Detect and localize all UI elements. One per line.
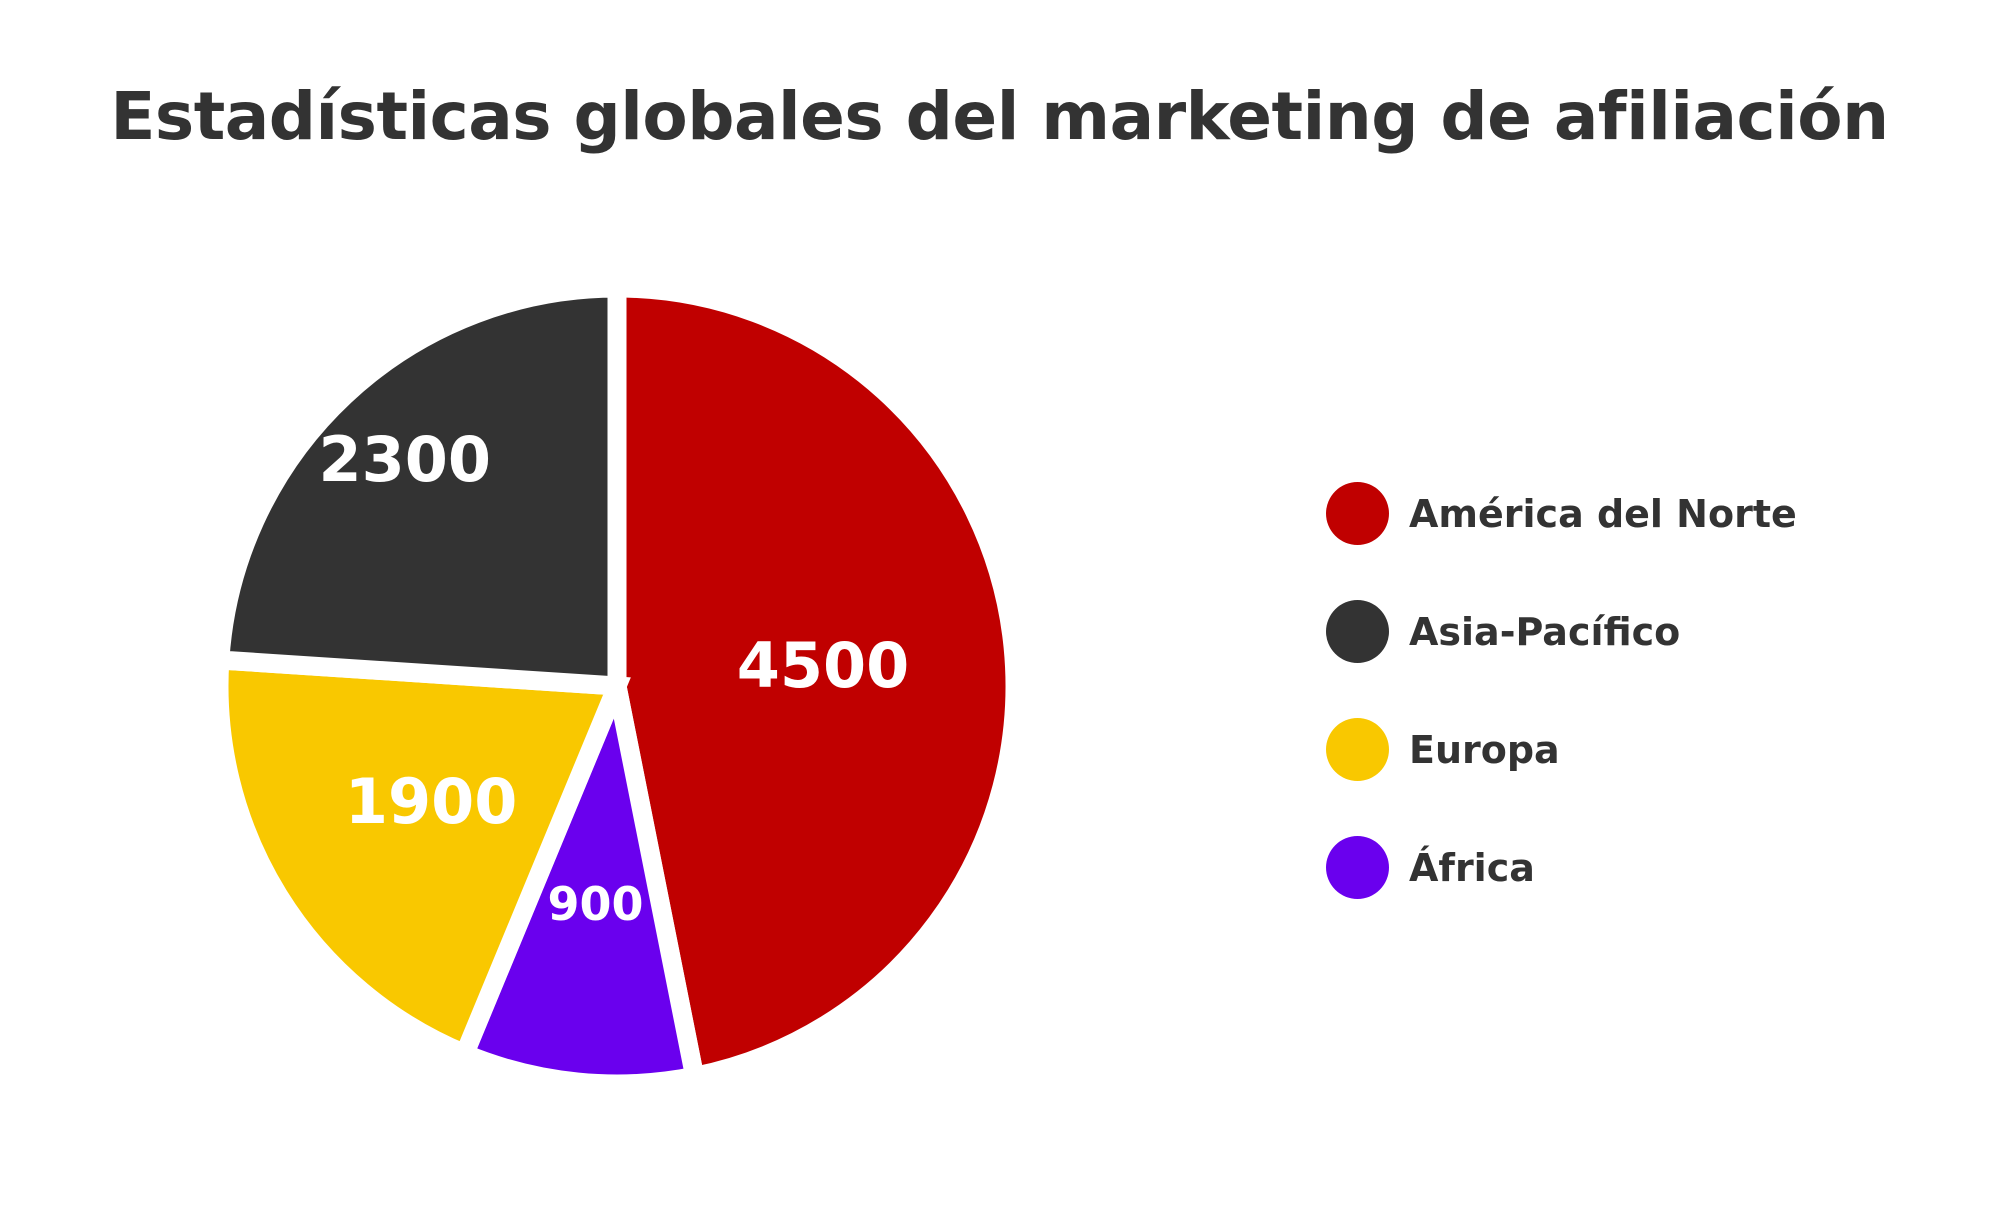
pie-slice-europa: [209, 649, 631, 1067]
legend-label-africa: África: [1409, 845, 1535, 890]
chart-title: Estadísticas globales del marketing de a…: [110, 78, 1889, 155]
legend: América del Norte Asia-Pacífico Europa Á…: [1326, 482, 1797, 899]
legend-swatch-asia-pacifico: [1326, 600, 1389, 663]
pie-slice-africa: [452, 653, 706, 1094]
data-label-africa: 900: [547, 877, 643, 931]
legend-label-asia-pacifico: Asia-Pacífico: [1409, 609, 1681, 654]
legend-item-america-del-norte: América del Norte: [1326, 482, 1797, 545]
data-label-europa: 1900: [345, 765, 518, 838]
legend-item-asia-pacifico: Asia-Pacífico: [1326, 600, 1797, 663]
legend-swatch-europa: [1326, 718, 1389, 781]
legend-label-europa: Europa: [1409, 727, 1560, 772]
legend-item-africa: África: [1326, 836, 1797, 899]
data-label-america-del-norte: 4500: [737, 629, 910, 702]
pie-slice-asia-pacifico: [209, 278, 627, 697]
legend-swatch-america-del-norte: [1326, 482, 1389, 545]
legend-item-europa: Europa: [1326, 718, 1797, 781]
legend-swatch-africa: [1326, 836, 1389, 899]
pie-slice-america-del-norte: [607, 278, 1025, 1088]
legend-label-america-del-norte: América del Norte: [1409, 491, 1797, 536]
data-label-asia-pacifico: 2300: [319, 423, 492, 496]
